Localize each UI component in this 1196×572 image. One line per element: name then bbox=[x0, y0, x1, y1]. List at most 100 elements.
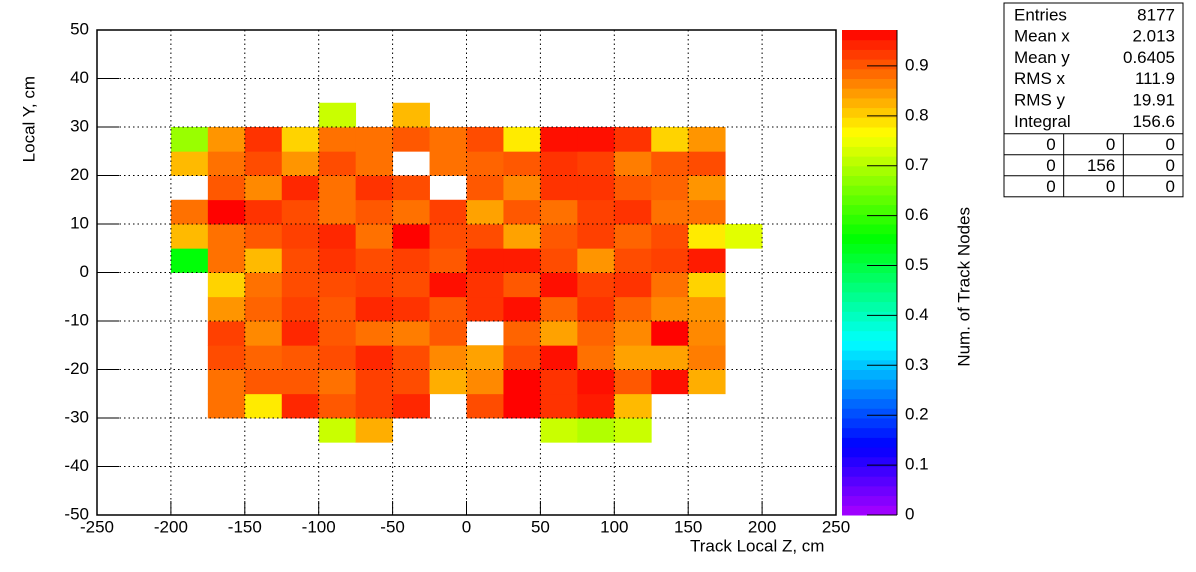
heat-cell bbox=[688, 369, 726, 395]
heat-cell bbox=[207, 321, 246, 346]
colorbar-step bbox=[842, 136, 897, 147]
colorbar-step bbox=[842, 505, 897, 516]
colorbar-step bbox=[842, 59, 897, 70]
heat-cell bbox=[281, 151, 320, 176]
colorbar-step bbox=[842, 388, 897, 400]
heat-cell bbox=[355, 127, 393, 152]
y-tick-label: 10 bbox=[70, 213, 89, 232]
heat-cell bbox=[244, 345, 283, 370]
heat-cell bbox=[577, 272, 615, 298]
heat-cell bbox=[688, 321, 726, 346]
z-tick-label: 0.5 bbox=[905, 255, 929, 274]
colorbar-step bbox=[842, 243, 897, 254]
stat-label: RMS x bbox=[1014, 69, 1066, 88]
heat-cell bbox=[540, 296, 578, 322]
heat-cell bbox=[688, 175, 726, 201]
heat-cell bbox=[503, 321, 541, 346]
heat-cell bbox=[281, 345, 320, 370]
heat-cell bbox=[540, 345, 578, 370]
heat-cell bbox=[466, 345, 504, 370]
overflow-value: 0 bbox=[1046, 156, 1055, 175]
z-tick-label: 0.8 bbox=[905, 105, 929, 124]
stat-value: 156.6 bbox=[1132, 112, 1175, 131]
heat-cell bbox=[540, 248, 578, 273]
stat-value: 111.9 bbox=[1135, 69, 1175, 88]
heat-cell bbox=[355, 151, 393, 176]
x-tick-label: -200 bbox=[154, 517, 188, 536]
colorbar-step bbox=[842, 262, 897, 273]
heat-cell bbox=[392, 272, 430, 298]
heat-cell bbox=[651, 272, 689, 298]
x-tick-label: 200 bbox=[748, 517, 776, 536]
plot-frame bbox=[96, 29, 837, 516]
z-tick-label: 0.2 bbox=[905, 405, 929, 424]
overflow-value: 156 bbox=[1087, 156, 1115, 175]
colorbar-step bbox=[842, 291, 897, 303]
heat-cell bbox=[429, 272, 467, 298]
heat-cell bbox=[688, 345, 726, 370]
colorbar-step bbox=[842, 156, 897, 167]
heat-cell bbox=[355, 418, 393, 443]
heat-cell bbox=[540, 369, 578, 395]
heat-cell bbox=[540, 175, 578, 201]
stats-box bbox=[1003, 2, 1184, 198]
heat-cell bbox=[540, 199, 578, 225]
heat-cell bbox=[540, 224, 578, 249]
heat-cell bbox=[170, 127, 209, 152]
heat-cell bbox=[318, 418, 357, 443]
colorbar-step bbox=[842, 253, 897, 264]
heat-cell bbox=[577, 199, 615, 225]
heat-cell bbox=[540, 393, 578, 419]
heat-cell bbox=[170, 248, 209, 273]
heat-cell bbox=[651, 369, 689, 395]
heat-cell bbox=[207, 248, 246, 273]
heat-cell bbox=[355, 272, 393, 298]
heat-cell bbox=[392, 102, 430, 128]
colorbar-step bbox=[842, 30, 897, 41]
heat-cell bbox=[244, 393, 283, 419]
stat-value: 2.013 bbox=[1132, 27, 1175, 46]
heat-cell bbox=[466, 199, 504, 225]
heat-cell bbox=[577, 224, 615, 249]
heat-cell bbox=[429, 345, 467, 370]
heat-cell bbox=[466, 151, 504, 176]
heat-cell bbox=[577, 175, 615, 201]
colorbar-step bbox=[842, 272, 897, 283]
heat-cell bbox=[577, 393, 615, 419]
heat-cell bbox=[355, 321, 393, 346]
heat-cell bbox=[355, 224, 393, 249]
colorbar-step bbox=[842, 466, 897, 477]
heat-cell bbox=[429, 321, 467, 346]
heat-cell bbox=[651, 345, 689, 370]
heat-cell bbox=[281, 393, 320, 419]
colorbar-step bbox=[842, 495, 897, 506]
heat-cell bbox=[318, 127, 357, 152]
heat-cell bbox=[614, 369, 652, 395]
heat-cell bbox=[281, 224, 320, 249]
colorbar-step bbox=[842, 97, 897, 109]
heat-cell bbox=[466, 224, 504, 249]
heat-cell bbox=[503, 393, 541, 419]
heat-cell bbox=[540, 272, 578, 298]
heat-cell bbox=[614, 199, 652, 225]
y-tick-label: 40 bbox=[70, 68, 89, 87]
heat-cell bbox=[614, 272, 652, 298]
colorbar-step bbox=[842, 185, 897, 196]
heat-cell bbox=[614, 248, 652, 273]
colorbar-step bbox=[842, 214, 897, 225]
heat-cell bbox=[244, 224, 283, 249]
heat-cell bbox=[318, 175, 357, 201]
stat-label: Mean x bbox=[1014, 27, 1070, 46]
heat-cell bbox=[392, 345, 430, 370]
heat-cell bbox=[318, 345, 357, 370]
heat-cell bbox=[503, 369, 541, 395]
heat-cell bbox=[355, 175, 393, 201]
heat-cell bbox=[429, 248, 467, 273]
heat-cell bbox=[281, 248, 320, 273]
heat-cell bbox=[577, 296, 615, 322]
heat-cell bbox=[318, 321, 357, 346]
heat-cell bbox=[281, 199, 320, 225]
heat-cell bbox=[244, 321, 283, 346]
heat-cell bbox=[688, 272, 726, 298]
heat-cell bbox=[244, 296, 283, 322]
